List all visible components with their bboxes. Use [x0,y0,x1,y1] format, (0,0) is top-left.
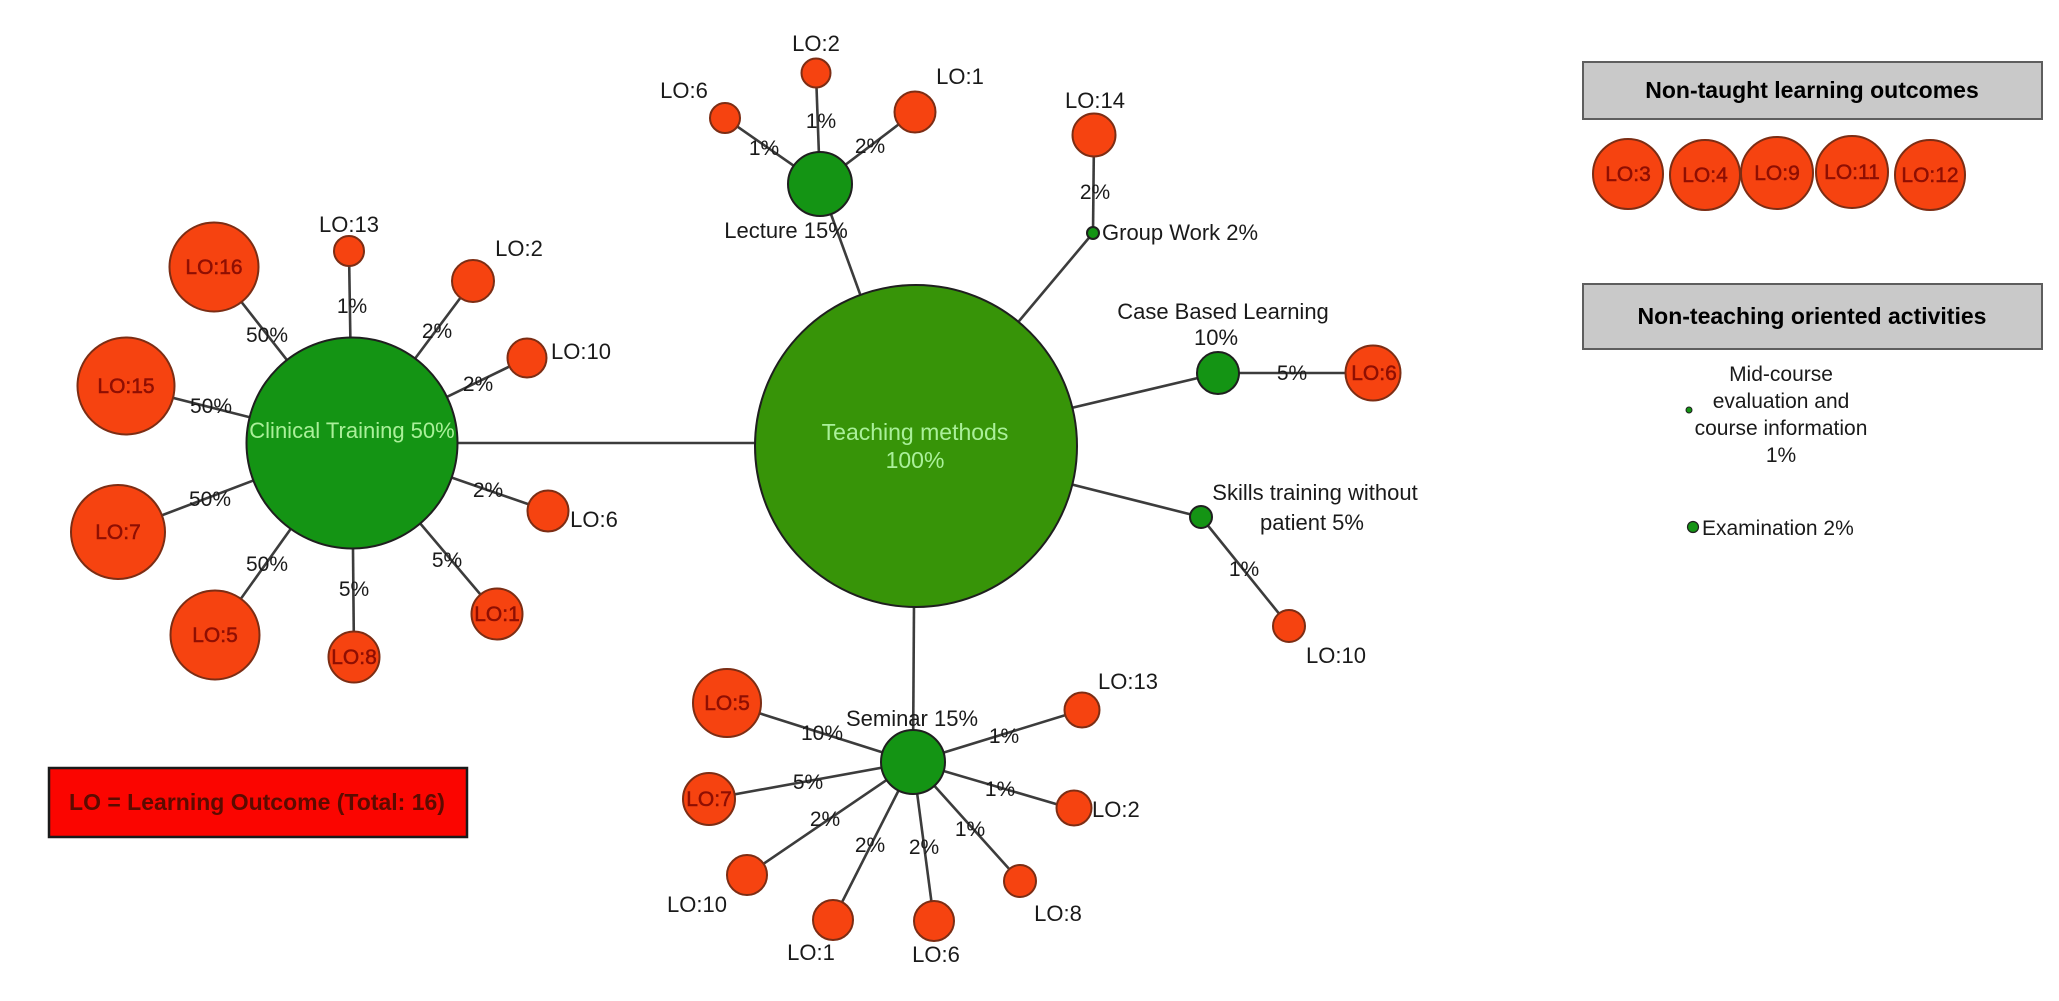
svg-text:10%: 10% [801,722,843,745]
svg-text:Non-teaching oriented activiti: Non-teaching oriented activities [1638,303,1987,329]
svg-text:1%: 1% [806,110,836,133]
svg-text:100%: 100% [886,447,945,473]
svg-text:1%: 1% [1229,558,1259,581]
svg-text:5%: 5% [339,578,369,601]
svg-text:LO:15: LO:15 [97,375,154,398]
svg-text:50%: 50% [190,395,232,418]
svg-text:LO:6: LO:6 [570,507,618,532]
svg-text:50%: 50% [246,553,288,576]
svg-text:LO:8: LO:8 [331,646,377,669]
svg-text:2%: 2% [855,834,885,857]
svg-text:2%: 2% [909,836,939,859]
svg-text:LO:13: LO:13 [1098,669,1158,694]
svg-text:LO:2: LO:2 [792,31,840,56]
svg-text:LO:1: LO:1 [787,940,835,965]
svg-text:50%: 50% [246,324,288,347]
svg-text:LO:5: LO:5 [192,624,238,647]
svg-text:LO:7: LO:7 [95,521,141,544]
svg-text:LO:5: LO:5 [704,692,750,715]
svg-text:Examination 2%: Examination 2% [1702,517,1854,540]
svg-text:Clinical Training 50%: Clinical Training 50% [249,418,454,443]
svg-text:10%: 10% [1194,325,1238,350]
svg-text:5%: 5% [432,549,462,572]
svg-text:2%: 2% [855,135,885,158]
svg-text:LO:11: LO:11 [1824,161,1880,184]
svg-text:course information: course information [1695,417,1868,440]
svg-text:1%: 1% [749,137,779,160]
svg-text:2%: 2% [810,808,840,831]
svg-text:LO:14: LO:14 [1065,88,1125,113]
svg-text:LO:4: LO:4 [1682,164,1728,187]
svg-text:LO:1: LO:1 [474,603,520,626]
svg-text:50%: 50% [189,488,231,511]
svg-text:Seminar 15%: Seminar 15% [846,706,978,731]
svg-text:Case Based Learning: Case Based Learning [1117,299,1329,324]
svg-text:Lecture 15%: Lecture 15% [724,218,848,243]
svg-text:LO:10: LO:10 [667,892,727,917]
svg-text:patient 5%: patient 5% [1260,510,1364,535]
svg-text:Mid-course: Mid-course [1729,363,1833,386]
svg-text:LO:12: LO:12 [1901,164,1958,187]
svg-text:Skills training without: Skills training without [1212,480,1417,505]
svg-text:LO:6: LO:6 [660,78,708,103]
svg-text:LO:13: LO:13 [319,212,379,237]
svg-text:1%: 1% [337,295,367,318]
svg-text:LO:9: LO:9 [1754,162,1800,185]
svg-text:1%: 1% [985,778,1015,801]
svg-text:LO:1: LO:1 [936,64,984,89]
svg-text:2%: 2% [422,320,452,343]
svg-text:Group Work 2%: Group Work 2% [1102,220,1258,245]
svg-text:1%: 1% [989,725,1019,748]
svg-text:LO:10: LO:10 [1306,643,1366,668]
svg-text:Teaching methods: Teaching methods [822,419,1009,445]
svg-text:2%: 2% [463,373,493,396]
svg-text:LO:2: LO:2 [495,236,543,261]
svg-text:LO:10: LO:10 [551,339,611,364]
svg-text:LO:8: LO:8 [1034,901,1082,926]
svg-text:LO = Learning Outcome (Total:: LO = Learning Outcome (Total: 16) [69,789,445,815]
svg-text:1%: 1% [955,818,985,841]
svg-text:Non-taught learning outcomes: Non-taught learning outcomes [1645,77,1979,103]
svg-text:LO:3: LO:3 [1605,163,1651,186]
svg-text:1%: 1% [1766,444,1796,467]
svg-text:5%: 5% [1277,362,1307,385]
svg-text:LO:16: LO:16 [185,256,242,279]
svg-text:2%: 2% [473,479,503,502]
svg-text:LO:7: LO:7 [686,788,732,811]
svg-text:evaluation and: evaluation and [1713,390,1850,413]
svg-text:LO:6: LO:6 [912,942,960,967]
svg-text:2%: 2% [1080,181,1110,204]
svg-text:5%: 5% [793,771,823,794]
svg-text:LO:2: LO:2 [1092,797,1140,822]
svg-text:LO:6: LO:6 [1351,362,1397,385]
